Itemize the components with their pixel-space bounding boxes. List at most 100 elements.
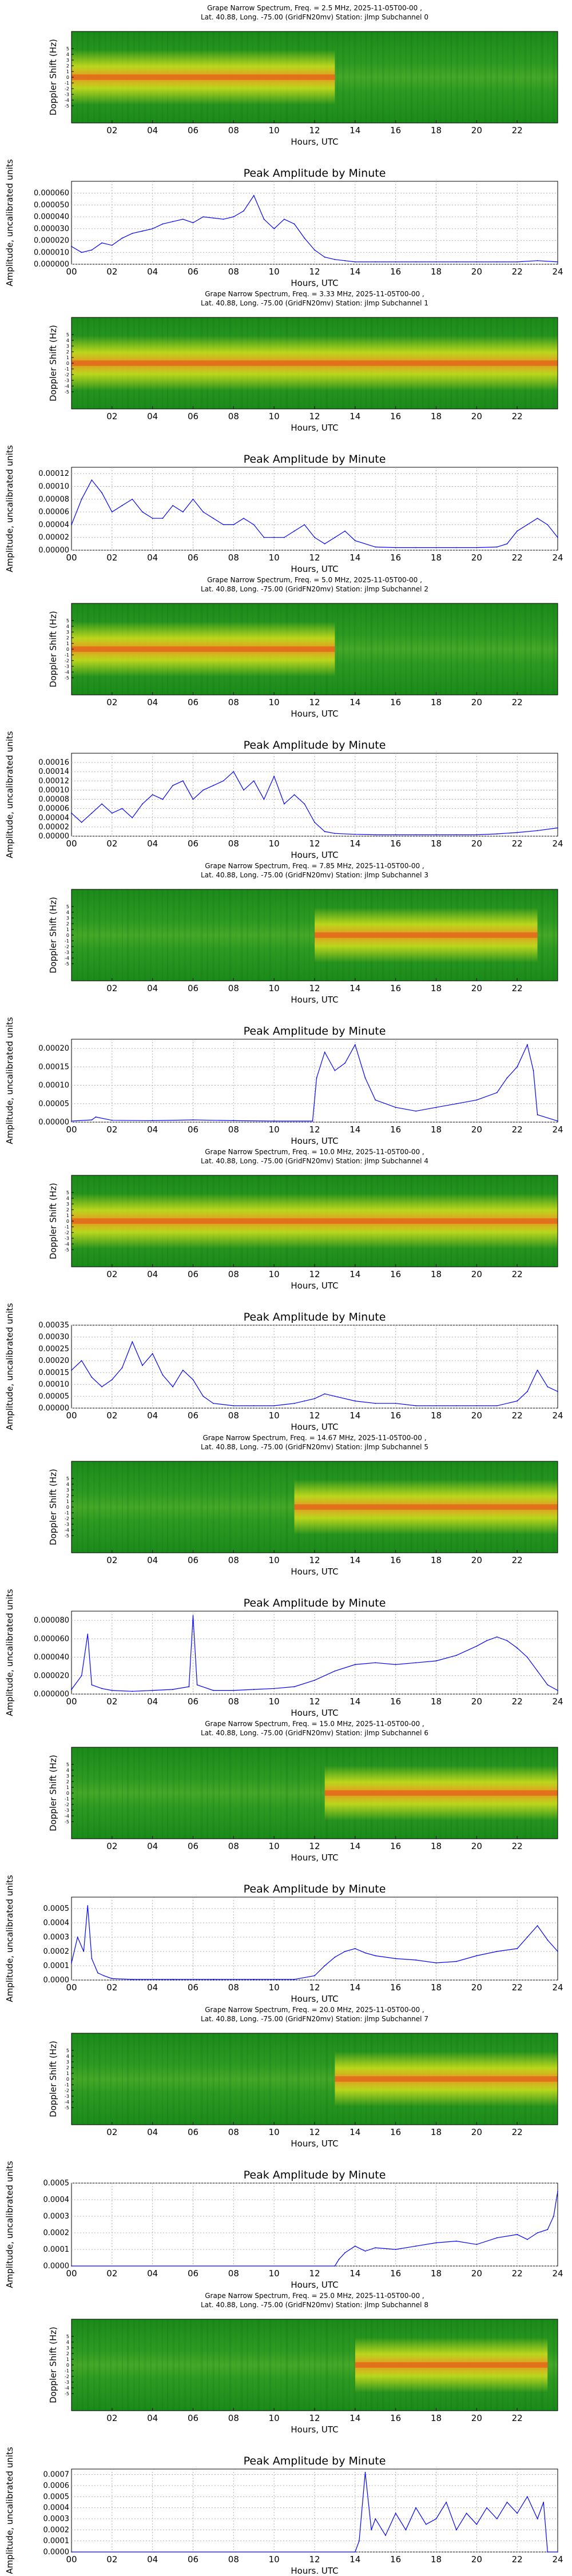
amplitude-xtick-label: 06	[188, 1410, 198, 1421]
spectrum-ytick-label: 4	[66, 338, 69, 343]
amplitude-data-point	[435, 834, 437, 836]
spectrogram-texture	[484, 603, 486, 695]
spectrum-ytick-label: 3	[66, 344, 69, 349]
spectrogram-texture	[145, 1747, 146, 1839]
spectrogram-texture	[303, 1747, 305, 1839]
amplitude-xtick-label: 24	[552, 2268, 563, 2279]
amplitude-data-point	[476, 1405, 478, 1406]
amplitude-data-point	[324, 543, 325, 544]
spectrogram-texture	[303, 2033, 305, 2125]
spectrum-xtick-label: 10	[269, 125, 280, 136]
spectrum-ytick-label: -3	[65, 378, 69, 383]
spectrogram-texture	[496, 31, 498, 123]
spectrogram-texture	[219, 2033, 220, 2125]
spectrogram-texture	[297, 2319, 299, 2411]
amplitude-data-point	[71, 1120, 72, 1122]
spectrogram-texture	[240, 1461, 242, 1553]
amplitude-data-point	[344, 530, 346, 532]
spectrum-xtick-label: 12	[309, 1555, 320, 1565]
spectrogram-texture	[337, 31, 339, 123]
spectrogram-texture	[353, 2319, 355, 2411]
spectrum-ytick-label: 1	[66, 2071, 69, 2076]
spectrogram-texture	[552, 603, 554, 695]
spectrogram-texture	[212, 2319, 213, 2411]
amplitude-xtick-label: 16	[390, 552, 401, 563]
spectrogram-texture	[200, 1461, 202, 1553]
amplitude-data-point	[71, 246, 72, 247]
spectrogram-texture	[156, 889, 158, 981]
amplitude-xtick-label: 14	[349, 2268, 360, 2279]
spectrogram-texture	[235, 1461, 237, 1553]
amplitude-data-point	[456, 1655, 457, 1656]
spectrum-ytick-label: -5	[65, 961, 69, 967]
amplitude-data-point	[533, 1070, 534, 1071]
amplitude-data-point	[537, 2232, 538, 2233]
spectrogram-texture	[541, 889, 542, 981]
amplitude-data-point	[132, 233, 133, 234]
spectrogram-texture	[115, 1461, 117, 1553]
spectrum-ytick-label: 0	[66, 1219, 69, 1224]
amplitude-ytick-label: 0.0002	[43, 2526, 70, 2534]
amplitude-data-point	[233, 524, 235, 526]
spectrogram-texture	[535, 603, 537, 695]
amplitude-data-point	[385, 2535, 386, 2536]
spectrum-xtick-label: 02	[106, 2127, 117, 2137]
amplitude-data-point	[557, 2191, 558, 2192]
spectrum-xtick-label: 08	[228, 697, 239, 707]
spectrogram-texture	[161, 2033, 163, 2125]
spectrogram-texture	[258, 2319, 260, 2411]
amplitude-data-point	[415, 2507, 416, 2509]
amplitude-ytick-label: 0.00008	[38, 495, 69, 504]
amplitude-data-point	[456, 1405, 457, 1406]
spectrogram-texture	[200, 1747, 202, 1839]
spectrogram-texture	[201, 2033, 203, 2125]
amplitude-xtick-label: 10	[269, 2554, 280, 2565]
spectrogram-texture	[138, 1747, 140, 1839]
spectrogram-texture	[82, 1461, 84, 1553]
spectrogram-texture	[122, 889, 123, 981]
amplitude-data-point	[395, 1402, 396, 1404]
amplitude-data-point	[334, 833, 336, 834]
amplitude-ytick-label: 0.00000	[38, 546, 69, 555]
spectrogram-texture	[258, 1747, 260, 1839]
spectrogram-texture	[552, 889, 554, 981]
spectrogram-texture	[287, 1461, 288, 1553]
amplitude-data-point	[283, 536, 285, 538]
spectrum-xtick-label: 18	[431, 983, 442, 993]
spectrogram-texture	[524, 31, 526, 123]
spectrum-xtick-label: 22	[512, 697, 523, 707]
spectrogram-peak-line	[72, 1218, 558, 1224]
amplitude-data-point	[496, 546, 498, 548]
amplitude-data-point	[142, 1365, 143, 1366]
amplitude-xtick-label: 22	[512, 2554, 523, 2565]
amplitude-title: Peak Amplitude by Minute	[244, 1597, 386, 1609]
spectrogram-texture	[105, 2033, 106, 2125]
amplitude-data-point	[273, 776, 275, 777]
spectrum-ytick-label: 0	[66, 1505, 69, 1510]
spectrogram-texture	[280, 1747, 282, 1839]
spectrogram-texture	[77, 2033, 78, 2125]
spectrogram-texture	[116, 2033, 118, 2125]
spectrum-title: Grape Narrow Spectrum, Freq. = 14.67 MHz…	[202, 1434, 426, 1442]
amplitude-ytick-label: 0.00010	[38, 1082, 69, 1090]
spectrum-xtick-label: 16	[390, 2127, 401, 2137]
spectrum-ytick-label: -2	[65, 1230, 69, 1235]
spectrum-ytick-label: -4	[65, 956, 69, 961]
amplitude-data-point	[81, 1360, 82, 1362]
amplitude-data-point	[506, 1640, 508, 1641]
spectrogram-texture	[138, 2319, 140, 2411]
spectrum-ytick-label: -2	[65, 2374, 69, 2379]
amplitude-xtick-label: 06	[188, 838, 198, 849]
amplitude-xtick-label: 18	[431, 552, 442, 563]
amplitude-data-point	[517, 2513, 518, 2514]
amplitude-xtick-label: 12	[309, 552, 320, 563]
amplitude-xtick-label: 10	[269, 1696, 280, 1707]
amplitude-ytick-label: 0.00030	[38, 1333, 69, 1342]
spectrogram-texture	[332, 2033, 333, 2125]
amplitude-data-point	[162, 1374, 164, 1376]
amplitude-ytick-label: 0.00020	[38, 1357, 69, 1365]
spectrum-title: Grape Narrow Spectrum, Freq. = 5.0 MHz, …	[207, 576, 422, 584]
spectrogram-texture	[133, 2319, 135, 2411]
amplitude-data-point	[233, 1120, 235, 1122]
spectrum-ytick-label: -3	[65, 2380, 69, 2385]
